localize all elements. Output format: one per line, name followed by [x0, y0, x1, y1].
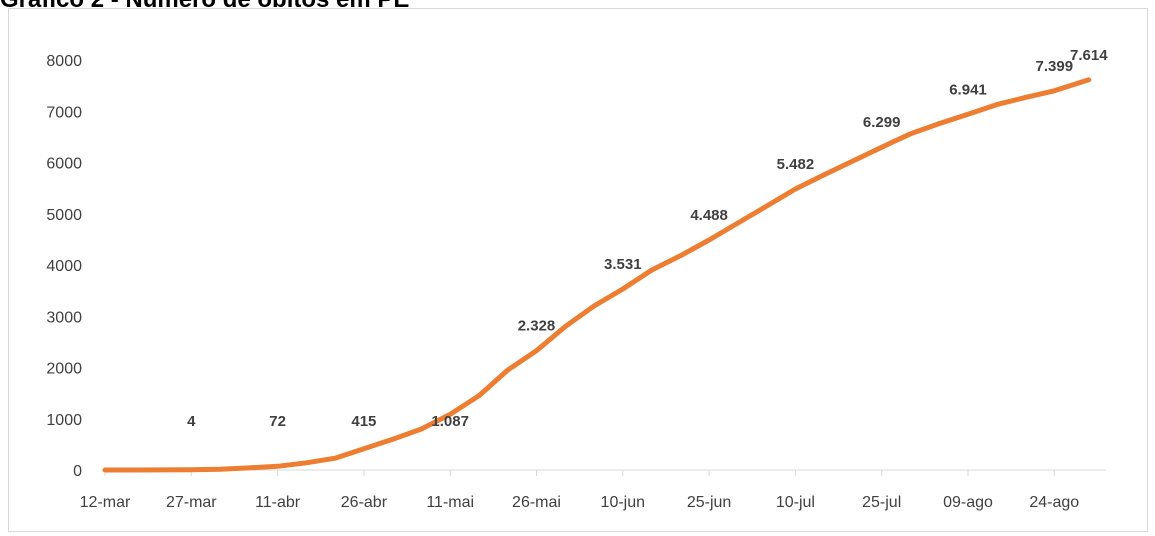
y-tick-label: 0: [73, 463, 82, 480]
x-tick-label: 26-mai: [512, 494, 561, 511]
x-tick-label: 11-mai: [426, 494, 474, 511]
x-tick-label: 26-abr: [341, 494, 388, 511]
axes: 0 1000 2000 3000 4000 5000 6000 7000 8000 12-mar 2…: [46, 53, 1106, 511]
data-label: 1.087: [431, 413, 469, 430]
data-label: 6.941: [949, 81, 987, 98]
x-tick-label: 09-ago: [943, 494, 993, 511]
y-tick-label: 5000: [46, 207, 82, 224]
chart-title: Gráfico 2 - Número de óbitos em PE: [0, 0, 409, 14]
x-tick-label: 25-jun: [687, 494, 731, 511]
data-label: 6.299: [863, 114, 901, 131]
y-tick-label: 6000: [46, 156, 82, 173]
x-tick-label: 25-jul: [862, 494, 901, 511]
data-label: 5.482: [777, 156, 815, 173]
y-tick-label: 8000: [46, 53, 82, 70]
y-tick-label: 4000: [46, 258, 82, 275]
data-label: 72: [269, 413, 286, 430]
chart-area: [8, 8, 1148, 532]
series-line: [102, 77, 1092, 473]
data-label: 4: [187, 413, 196, 430]
x-tick-label: 27-mar: [166, 494, 217, 511]
x-tick-label: 11-abr: [255, 494, 301, 511]
y-tick-label: 7000: [46, 104, 82, 121]
data-labels: 4 72 415 1.087 2.328 3.531 4.488 5.482 6.299 6.94…: [187, 47, 1108, 430]
data-label: 415: [351, 413, 376, 430]
data-label: 7.614: [1070, 47, 1108, 64]
x-tick-label: 10-jun: [601, 494, 645, 511]
x-tick-label: 10-jul: [776, 494, 815, 511]
y-tick-label: 2000: [46, 361, 82, 378]
data-label: 4.488: [690, 207, 728, 224]
data-label: 3.531: [604, 256, 642, 273]
data-label: 7.399: [1036, 58, 1074, 75]
y-tick-label: 1000: [46, 412, 82, 429]
x-tick-label: 12-mar: [80, 494, 131, 511]
data-label: 2.328: [518, 318, 556, 335]
series-group: [102, 77, 1092, 473]
y-tick-label: 3000: [46, 309, 82, 326]
x-tick-label: 24-ago: [1029, 494, 1079, 511]
